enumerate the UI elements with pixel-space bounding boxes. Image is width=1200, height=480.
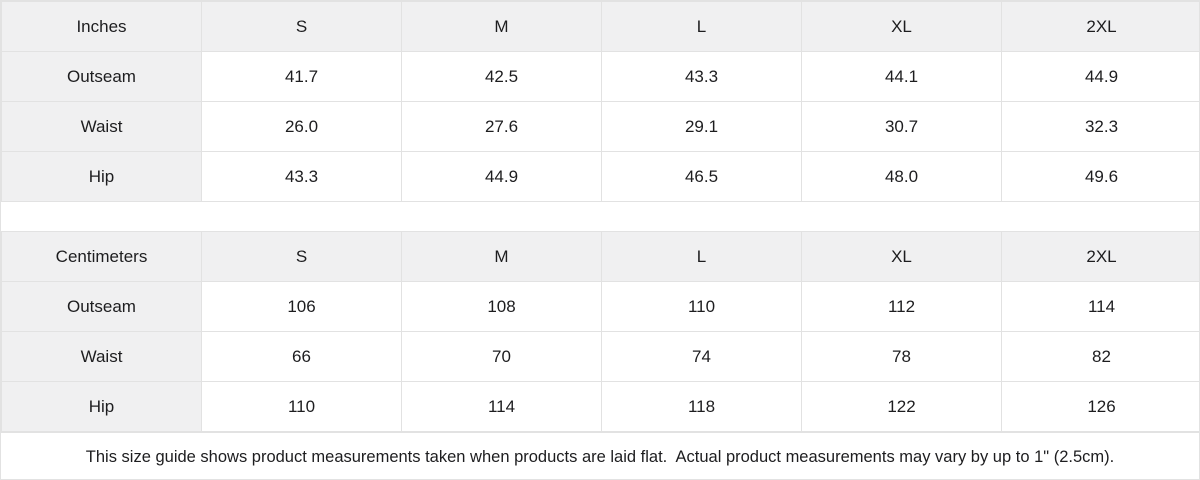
unit-header-cell: Centimeters: [1, 231, 202, 282]
measurement-cell: 122: [801, 381, 1002, 432]
measurement-cell: 118: [601, 381, 802, 432]
measurement-cell: 46.5: [601, 151, 802, 202]
row-label-cell: Hip: [1, 151, 202, 202]
measurement-cell: 44.9: [401, 151, 602, 202]
size-header-cell: L: [601, 231, 802, 282]
measurement-cell: 66: [201, 331, 402, 382]
measurement-cell: 42.5: [401, 51, 602, 102]
measurement-cell: 48.0: [801, 151, 1002, 202]
size-header-cell: 2XL: [1001, 1, 1199, 52]
measurement-cell: 44.1: [801, 51, 1002, 102]
measurement-cell: 70: [401, 331, 602, 382]
measurement-cell: 110: [201, 381, 402, 432]
row-label-cell: Outseam: [1, 281, 202, 332]
measurement-cell: 41.7: [201, 51, 402, 102]
table-row: Hip 43.3 44.9 46.5 48.0 49.6: [1, 151, 1199, 202]
inches-size-table: Inches S M L XL 2XL Outseam 41.7 42.5 43…: [1, 1, 1199, 202]
table-header-row: Centimeters S M L XL 2XL: [1, 231, 1199, 282]
row-label-cell: Waist: [1, 101, 202, 152]
measurement-cell: 30.7: [801, 101, 1002, 152]
row-label-cell: Outseam: [1, 51, 202, 102]
table-header-row: Inches S M L XL 2XL: [1, 1, 1199, 52]
table-row: Waist 26.0 27.6 29.1 30.7 32.3: [1, 101, 1199, 152]
size-guide-note-row: This size guide shows product measuremen…: [1, 432, 1199, 479]
unit-header-cell: Inches: [1, 1, 202, 52]
measurement-cell: 126: [1001, 381, 1199, 432]
size-header-cell: S: [201, 231, 402, 282]
measurement-cell: 82: [1001, 331, 1199, 382]
row-label-cell: Hip: [1, 381, 202, 432]
measurement-cell: 106: [201, 281, 402, 332]
measurement-cell: 26.0: [201, 101, 402, 152]
table-spacer: [1, 202, 1199, 231]
measurement-cell: 112: [801, 281, 1002, 332]
measurement-cell: 43.3: [201, 151, 402, 202]
measurement-cell: 32.3: [1001, 101, 1199, 152]
measurement-cell: 78: [801, 331, 1002, 382]
table-row: Waist 66 70 74 78 82: [1, 331, 1199, 382]
measurement-cell: 49.6: [1001, 151, 1199, 202]
size-header-cell: XL: [801, 231, 1002, 282]
measurement-cell: 44.9: [1001, 51, 1199, 102]
size-header-cell: 2XL: [1001, 231, 1199, 282]
measurement-cell: 29.1: [601, 101, 802, 152]
table-row: Outseam 41.7 42.5 43.3 44.1 44.9: [1, 51, 1199, 102]
row-label-cell: Waist: [1, 331, 202, 382]
size-header-cell: M: [401, 1, 602, 52]
size-header-cell: L: [601, 1, 802, 52]
measurement-cell: 114: [1001, 281, 1199, 332]
measurement-cell: 108: [401, 281, 602, 332]
size-header-cell: S: [201, 1, 402, 52]
measurement-cell: 110: [601, 281, 802, 332]
table-row: Hip 110 114 118 122 126: [1, 381, 1199, 432]
size-guide-note: This size guide shows product measuremen…: [85, 447, 1115, 466]
measurement-cell: 74: [601, 331, 802, 382]
centimeters-size-table: Centimeters S M L XL 2XL Outseam 106 108…: [1, 231, 1199, 432]
table-row: Outseam 106 108 110 112 114: [1, 281, 1199, 332]
measurement-cell: 114: [401, 381, 602, 432]
size-header-cell: XL: [801, 1, 1002, 52]
size-header-cell: M: [401, 231, 602, 282]
measurement-cell: 43.3: [601, 51, 802, 102]
measurement-cell: 27.6: [401, 101, 602, 152]
